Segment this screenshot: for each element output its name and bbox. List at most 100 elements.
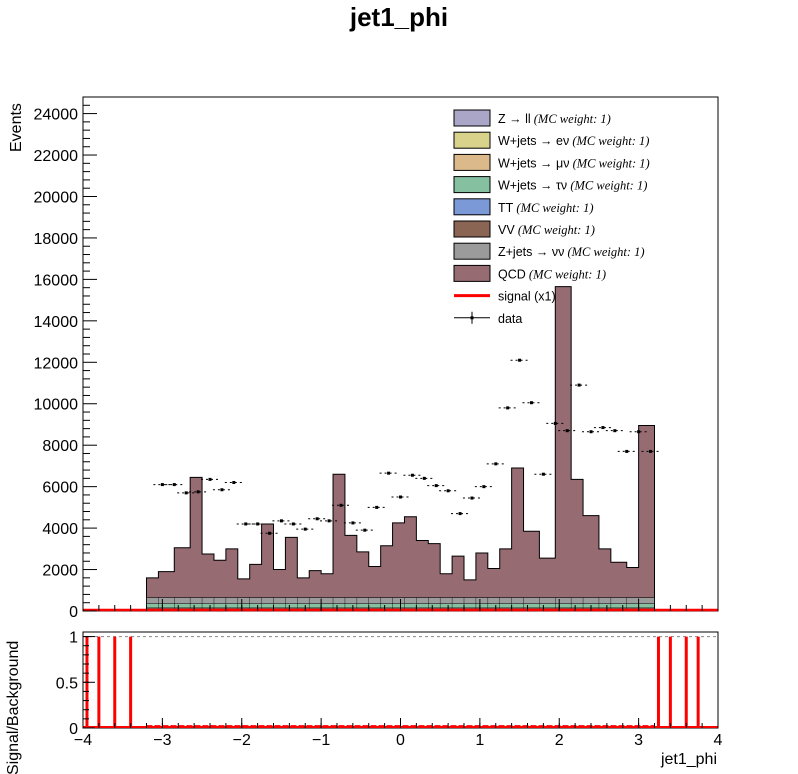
y-tick-label: 0 (69, 604, 78, 621)
data-point (184, 491, 188, 495)
data-point (518, 358, 522, 362)
y-tick-label: 4000 (42, 521, 78, 538)
data-point (637, 430, 641, 434)
legend-swatch (453, 109, 491, 127)
data-point (541, 472, 545, 476)
ratio-y-tick-label: 0 (69, 721, 78, 738)
data-point (613, 429, 617, 433)
legend-swatch (453, 153, 491, 171)
data-point (232, 481, 236, 484)
legend-data-marker (470, 316, 474, 320)
data-point (589, 430, 593, 434)
legend-weight: (MC weight: 1) (515, 223, 595, 237)
data-point (208, 477, 212, 481)
data-point (577, 383, 581, 387)
data-point (601, 426, 605, 430)
legend-swatch (453, 176, 491, 194)
legend-label: VV (MC weight: 1) (498, 223, 595, 237)
main-y-axis: 0 2000 4000 6000 8000 10000 12000 14000 16000 180… (34, 96, 97, 621)
data-point (625, 449, 629, 453)
y-tick-label: 16000 (34, 272, 79, 289)
data-point (529, 401, 533, 405)
y-axis-label-main: Events (8, 103, 25, 152)
ratio-plot-frame (82, 631, 719, 729)
x-tick-label: −2 (233, 732, 251, 749)
legend-swatch (453, 242, 491, 260)
legend-swatch (453, 131, 491, 149)
y-tick-label: 14000 (34, 314, 79, 331)
ratio-y-tick-label: 1 (69, 630, 78, 647)
ratio-axes: −4 −3 −2 −1 0 1 2 3 4 0 0.5 1 (56, 599, 723, 749)
x-tick-label: 2 (555, 732, 564, 749)
legend-name: data (498, 312, 522, 326)
y-tick-label: 10000 (34, 397, 79, 414)
data-point (244, 522, 248, 526)
legend-label: data (498, 312, 522, 326)
data-point (422, 476, 426, 480)
y-tick-label: 24000 (34, 107, 79, 124)
legend-swatch (453, 264, 491, 282)
data-point (256, 522, 260, 526)
data-point (327, 519, 331, 523)
x-tick-label: 4 (714, 732, 723, 749)
x-tick-label: −4 (74, 732, 92, 749)
legend-label: W+jets → τν (MC weight: 1) (498, 179, 647, 193)
y-tick-label: 2000 (42, 563, 78, 580)
legend-name: VV (498, 223, 515, 237)
y-tick-label: 22000 (34, 148, 79, 165)
legend-label: Z+jets → νν (MC weight: 1) (498, 245, 645, 259)
data-point (446, 489, 450, 493)
ratio-bars (83, 636, 718, 728)
data-point (649, 449, 653, 453)
legend-weight: (MC weight: 1) (513, 201, 593, 215)
data-point (268, 531, 272, 535)
legend-label: W+jets → μν (MC weight: 1) (498, 156, 650, 170)
data-point (410, 473, 414, 477)
legend-label: QCD (MC weight: 1) (498, 267, 606, 281)
legend: Z → ll (MC weight: 1) W+jets → eν (MC wei… (453, 109, 650, 326)
data-point (363, 528, 367, 532)
data-point (494, 462, 498, 466)
legend-weight: (MC weight: 1) (567, 179, 647, 193)
legend-label: TT (MC weight: 1) (498, 201, 593, 215)
data-point (291, 522, 295, 526)
y-tick-label: 20000 (34, 189, 79, 206)
legend-swatch (453, 198, 491, 216)
legend-weight: (MC weight: 1) (531, 112, 611, 126)
data-point (506, 406, 510, 410)
data-point (160, 483, 164, 487)
ratio-y-tick-label: 0.5 (56, 675, 78, 692)
data-points (153, 358, 660, 535)
chart-title: jet1_phi (349, 2, 449, 32)
data-point (553, 421, 557, 425)
legend-label: W+jets → eν (MC weight: 1) (498, 134, 649, 148)
x-tick-label: 1 (475, 732, 484, 749)
data-point (339, 503, 343, 507)
y-tick-label: 12000 (34, 355, 79, 372)
y-tick-label: 18000 (34, 231, 79, 248)
legend-name: W+jets → eν (498, 134, 569, 148)
data-point (303, 527, 307, 531)
y-tick-label: 8000 (42, 438, 78, 455)
data-point (565, 429, 569, 433)
legend-name: Z+jets → νν (498, 245, 564, 259)
data-point (351, 521, 355, 525)
legend-name: W+jets → μν (498, 156, 569, 170)
legend-name: Z → ll (498, 112, 531, 126)
x-tick-label: −1 (312, 732, 330, 749)
data-point (172, 483, 176, 487)
legend-weight: (MC weight: 1) (526, 267, 606, 281)
data-point (220, 488, 224, 492)
qcd-stack (146, 286, 655, 612)
data-point (458, 512, 462, 516)
data-point (279, 519, 283, 523)
legend-swatch (453, 220, 491, 238)
legend-name: TT (498, 201, 514, 215)
y-tick-label: 6000 (42, 480, 78, 497)
x-axis-label: jet1_phi (660, 751, 717, 768)
data-point (482, 485, 486, 489)
legend-label: signal (x1) (498, 290, 556, 304)
y-axis-label-ratio: Signal/Background (5, 641, 22, 774)
legend-name: signal (x1) (498, 290, 556, 304)
